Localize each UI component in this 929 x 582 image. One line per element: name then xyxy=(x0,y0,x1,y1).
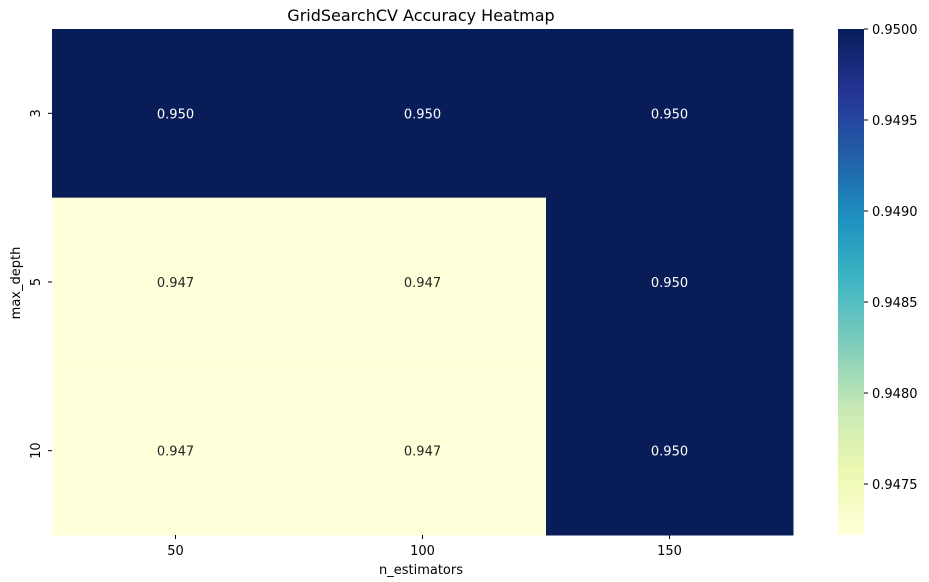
heatmap-cell xyxy=(52,366,300,536)
heatmap-cell xyxy=(52,197,300,367)
colorbar-tick-label: 0.9490 xyxy=(872,205,918,220)
x-tick-label: 150 xyxy=(657,544,682,559)
x-axis-ticks: 50 100 150 xyxy=(167,535,682,559)
cell-value-label: 0.947 xyxy=(404,445,441,460)
cell-value-label: 0.950 xyxy=(404,107,441,122)
heatmap-cells: 0.950 0.950 0.950 0.947 0.947 0.950 0.947 0.947… xyxy=(52,29,794,536)
cell-value-label: 0.950 xyxy=(651,445,688,460)
x-tick-label: 100 xyxy=(410,544,435,559)
heatmap-cell xyxy=(546,366,794,536)
heatmap-cell xyxy=(299,197,547,367)
colorbar xyxy=(838,29,864,535)
x-axis-label: n_estimators xyxy=(379,563,463,578)
heatmap-cell xyxy=(299,29,547,199)
chart-title: GridSearchCV Accuracy Heatmap xyxy=(287,6,554,25)
x-tick-label: 50 xyxy=(167,544,184,559)
heatmap-cell xyxy=(546,197,794,367)
y-tick-label: 10 xyxy=(29,442,44,459)
y-axis-label: max_depth xyxy=(9,247,24,320)
cell-value-label: 0.950 xyxy=(651,276,688,291)
colorbar-tick-label: 0.9500 xyxy=(872,23,918,38)
colorbar-tick-label: 0.9485 xyxy=(872,296,918,311)
y-axis-ticks: 3 5 10 xyxy=(29,109,52,459)
colorbar-tick-label: 0.9495 xyxy=(872,114,918,129)
cell-value-label: 0.947 xyxy=(157,445,194,460)
cell-value-label: 0.950 xyxy=(651,107,688,122)
heatmap-cell xyxy=(299,366,547,536)
y-tick-label: 5 xyxy=(29,278,44,286)
colorbar-tick-label: 0.9475 xyxy=(872,478,918,493)
heatmap-cell xyxy=(52,29,300,199)
cell-value-label: 0.947 xyxy=(404,276,441,291)
cell-value-label: 0.950 xyxy=(157,107,194,122)
colorbar-ticks: 0.9475 0.9480 0.9485 0.9490 0.9495 0.9500 xyxy=(864,23,918,493)
y-tick-label: 3 xyxy=(29,109,44,117)
cell-value-label: 0.947 xyxy=(157,276,194,291)
colorbar-tick-label: 0.9480 xyxy=(872,387,918,402)
heatmap-cell xyxy=(546,29,794,199)
